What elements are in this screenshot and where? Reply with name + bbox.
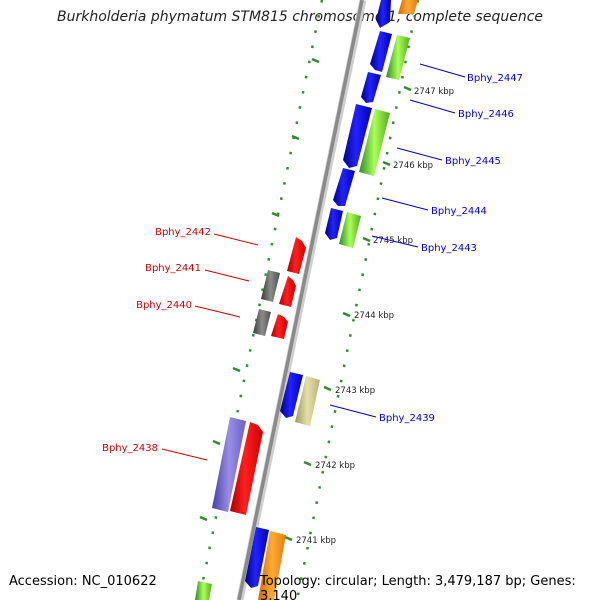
callout-line — [329, 404, 377, 418]
gene-label-bphy-2438[interactable]: Bphy_2438 — [102, 443, 158, 454]
gene-bphy-2445-partner[interactable] — [359, 109, 390, 176]
callout-line — [194, 305, 241, 318]
outer-major-tick — [271, 211, 280, 218]
callout-line — [419, 63, 466, 78]
tick-label: 2741 kbp — [296, 536, 336, 546]
gene-bphy-2438-partner[interactable] — [212, 417, 246, 512]
gene-bphy-2441[interactable] — [279, 276, 296, 307]
gene-label-bphy-2442[interactable]: Bphy_2442 — [155, 227, 211, 238]
outer-major-tick — [232, 366, 241, 373]
gene-bphy-2440[interactable] — [271, 314, 288, 339]
callout-line — [409, 99, 456, 114]
major-tick — [382, 160, 391, 167]
gene-bphy-2437[interactable] — [245, 527, 269, 588]
gene-bphy-2443[interactable] — [325, 208, 343, 240]
tick-label: 2747 kbp — [414, 87, 454, 97]
outer-major-tick — [291, 134, 300, 141]
gene-bphy-2438[interactable] — [230, 422, 263, 515]
tick-label: 2742 kbp — [315, 461, 355, 471]
accession-label: Accession: NC_010622 — [9, 574, 157, 589]
callout-line — [396, 147, 443, 161]
gene-bphy-2442[interactable] — [287, 237, 306, 274]
tick-label: 2744 kbp — [354, 311, 394, 321]
map-title: Burkholderia phymatum STM815 chromosome … — [56, 9, 543, 25]
gene-label-bphy-2445[interactable]: Bphy_2445 — [445, 156, 501, 167]
gene-bphy-2441-partner[interactable] — [261, 270, 280, 302]
gene-bphy-2443-partner[interactable] — [339, 212, 361, 248]
callout-line — [204, 269, 250, 282]
major-tick — [303, 460, 312, 467]
gene-label-bphy-2444[interactable]: Bphy_2444 — [431, 206, 487, 217]
gene-label-bphy-2440[interactable]: Bphy_2440 — [136, 300, 192, 311]
gene-label-bphy-2446[interactable]: Bphy_2446 — [458, 109, 514, 120]
gene-label-bphy-2447[interactable]: Bphy_2447 — [467, 73, 523, 84]
gene-bphy-2440-partner[interactable] — [253, 309, 271, 336]
gene-bphy-2439-partner[interactable] — [295, 376, 320, 426]
gene-label-bphy-2439[interactable]: Bphy_2439 — [379, 413, 435, 424]
gene-bphy-2445[interactable] — [343, 104, 372, 168]
inner-feature-track — [295, 0, 420, 600]
callout-line — [381, 197, 429, 211]
gene-label-bphy-2441[interactable]: Bphy_2441 — [145, 263, 201, 274]
backbone — [237, 0, 364, 600]
major-tick — [403, 85, 412, 92]
gene-bottom-left[interactable] — [195, 581, 212, 600]
callout-line — [371, 235, 419, 248]
tick-label: 2746 kbp — [393, 161, 433, 171]
outer-major-tick — [311, 57, 320, 64]
major-tick — [362, 236, 371, 243]
major-tick — [342, 311, 351, 318]
gene-bphy-2448[interactable] — [376, 0, 391, 28]
gene-bphy-2446[interactable] — [361, 72, 381, 103]
gene-label-bphy-2443[interactable]: Bphy_2443 — [421, 243, 477, 254]
outer-major-tick — [199, 515, 208, 522]
callout-line — [213, 233, 259, 246]
major-tick — [323, 385, 332, 392]
gene-bphy-2448-partner[interactable] — [398, 0, 418, 14]
gene-bphy-2439[interactable] — [280, 372, 303, 418]
major-tick — [284, 535, 293, 542]
callout-line — [161, 448, 208, 461]
gene-bphy-2437-partner[interactable] — [258, 531, 286, 600]
gene-bphy-2447[interactable] — [370, 31, 392, 72]
gene-bphy-2444[interactable] — [333, 168, 355, 206]
outer-major-tick — [212, 439, 221, 446]
tick-label: 2743 kbp — [335, 386, 375, 396]
gene-bphy-2447-partner[interactable] — [386, 35, 410, 80]
sequence-summary: Topology: circular; Length: 3,479,187 bp… — [260, 574, 576, 600]
